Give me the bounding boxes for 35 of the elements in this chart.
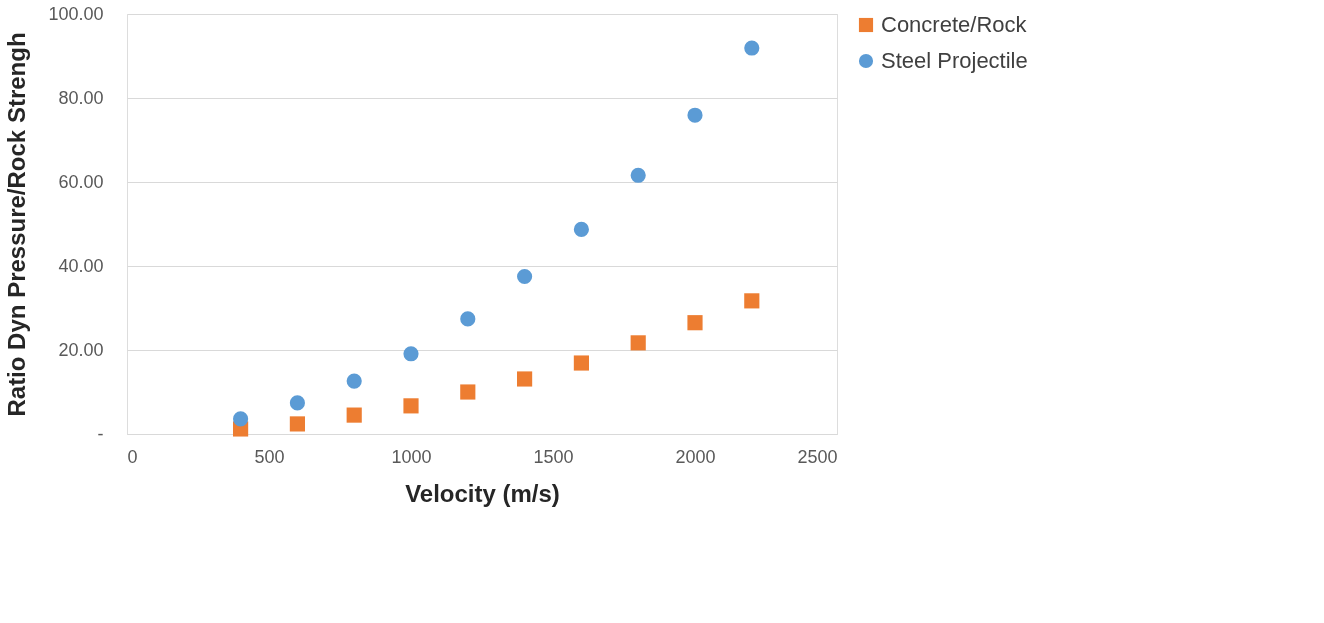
point — [744, 293, 760, 309]
point — [630, 335, 646, 351]
point — [517, 268, 533, 285]
point — [517, 371, 533, 387]
point — [687, 107, 703, 123]
y-axis-title: Ratio Dyn Pressure/Rock Strengh — [3, 32, 31, 417]
y-tick-label: 60.00 — [58, 171, 104, 192]
point — [403, 398, 419, 414]
point — [460, 311, 476, 327]
point — [573, 355, 589, 371]
legend-label: Concrete/Rock — [881, 12, 1028, 37]
y-tick-label: 20.00 — [58, 339, 104, 360]
x-tick-label: 2000 — [675, 446, 716, 467]
point — [403, 346, 419, 362]
point — [289, 416, 305, 432]
point — [744, 40, 760, 56]
y-tick-label: - — [97, 423, 104, 444]
point — [573, 221, 589, 238]
point — [687, 315, 703, 331]
x-tick-label: 0 — [127, 446, 138, 467]
y-tick-label: 100.00 — [48, 3, 104, 24]
x-tick-label: 500 — [254, 446, 285, 467]
point — [460, 384, 476, 400]
point — [289, 395, 305, 411]
y-tick-label: 80.00 — [58, 87, 104, 108]
point — [346, 373, 362, 389]
x-tick-label: 1500 — [533, 446, 574, 467]
x-tick-label: 2500 — [797, 446, 838, 467]
x-axis-title: Velocity (m/s) — [405, 479, 560, 507]
point — [346, 407, 362, 423]
point — [233, 411, 249, 427]
point — [630, 167, 646, 183]
y-tick-label: 40.00 — [58, 255, 104, 276]
x-tick-label: 1000 — [391, 446, 432, 467]
legend-label: Steel Projectile — [881, 48, 1028, 73]
